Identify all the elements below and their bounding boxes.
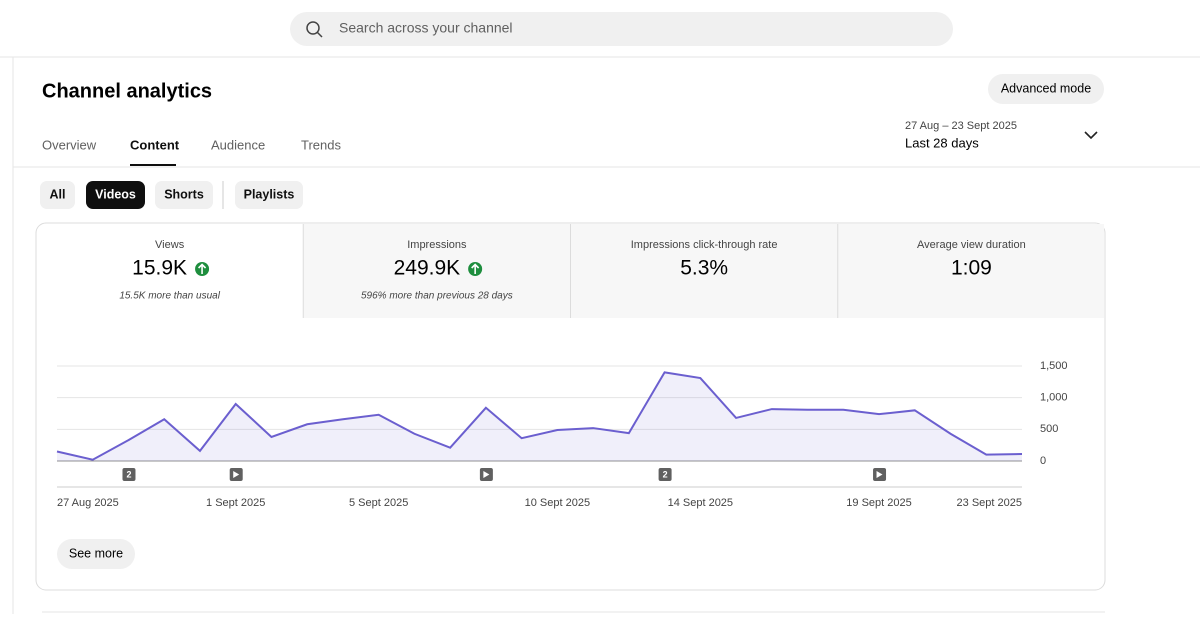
tab[interactable]: Overview	[42, 137, 97, 152]
metric-label: Impressions click-through rate	[631, 239, 778, 251]
filter-chip-label: Playlists	[244, 187, 295, 201]
metric-label: Average view duration	[917, 239, 1026, 251]
date-range-label[interactable]: Last 28 days	[905, 135, 979, 150]
filter-chip-label: Videos	[95, 187, 136, 201]
publish-marker[interactable]	[122, 468, 136, 481]
y-tick-label: 1,500	[1040, 360, 1068, 372]
tab[interactable]: Content	[130, 137, 180, 152]
filter-chip[interactable]	[86, 181, 145, 209]
advanced-button[interactable]	[988, 74, 1104, 104]
search-icon-handle	[316, 31, 323, 38]
y-tick-label: 0	[1040, 455, 1046, 467]
x-tick-label: 14 Sept 2025	[668, 497, 733, 509]
line	[56, 371, 1023, 461]
metric-cell-bg[interactable]	[837, 224, 1104, 318]
date-chevron[interactable]	[1084, 131, 1098, 140]
see-more-button[interactable]	[57, 539, 135, 569]
publish-count: 2	[126, 469, 131, 479]
metric-cell-bg[interactable]	[570, 224, 838, 318]
y-tick-label: 500	[1040, 423, 1058, 435]
play-icon	[876, 471, 883, 478]
filter-chip[interactable]	[235, 181, 303, 209]
x-tick-label: 27 Aug 2025	[57, 497, 119, 509]
filter-chip-label: Shorts	[164, 187, 204, 201]
search-box[interactable]	[290, 12, 953, 46]
see-more-label: See more	[69, 546, 123, 560]
filter-chip-label: All	[50, 187, 66, 201]
x-tick-label: 5 Sept 2025	[349, 497, 408, 509]
metric-value: 1:09	[951, 257, 992, 280]
publish-count: 2	[663, 469, 668, 479]
metric-value: 5.3%	[680, 257, 728, 280]
metric-value: 249.9K	[394, 257, 461, 280]
search-placeholder: Search across your channel	[339, 20, 513, 36]
metric-cell-bg[interactable]	[303, 224, 571, 318]
trend-up-arrow	[471, 263, 480, 274]
metric-value: 15.9K	[132, 257, 187, 280]
publish-marker[interactable]	[658, 468, 672, 481]
metric-label: Views	[155, 239, 185, 251]
search-icon	[306, 21, 320, 35]
date-range: 27 Aug – 23 Sept 2025	[905, 120, 1017, 132]
tab[interactable]: Audience	[211, 137, 265, 152]
metric-label: Impressions	[407, 239, 467, 251]
x-tick-label: 19 Sept 2025	[846, 497, 911, 509]
filter-chip[interactable]	[40, 181, 75, 209]
x-tick-label: 23 Sept 2025	[957, 497, 1022, 509]
x-tick-label: 1 Sept 2025	[206, 497, 265, 509]
play-icon	[233, 471, 240, 478]
y-tick-label: 1,000	[1040, 392, 1068, 404]
x-tick-label: 10 Sept 2025	[525, 497, 590, 509]
metric-note: 596% more than previous 28 days	[361, 291, 513, 302]
metric-note: 15.5K more than usual	[119, 291, 220, 302]
filter-chip[interactable]	[155, 181, 213, 209]
area	[57, 372, 1022, 461]
advanced-button-label: Advanced mode	[1001, 81, 1091, 95]
tab[interactable]: Trends	[301, 137, 341, 152]
page-title: Channel analytics	[42, 80, 212, 102]
tab-underline	[130, 164, 176, 166]
trend-up-arrow	[198, 263, 207, 274]
play-icon	[483, 471, 490, 478]
